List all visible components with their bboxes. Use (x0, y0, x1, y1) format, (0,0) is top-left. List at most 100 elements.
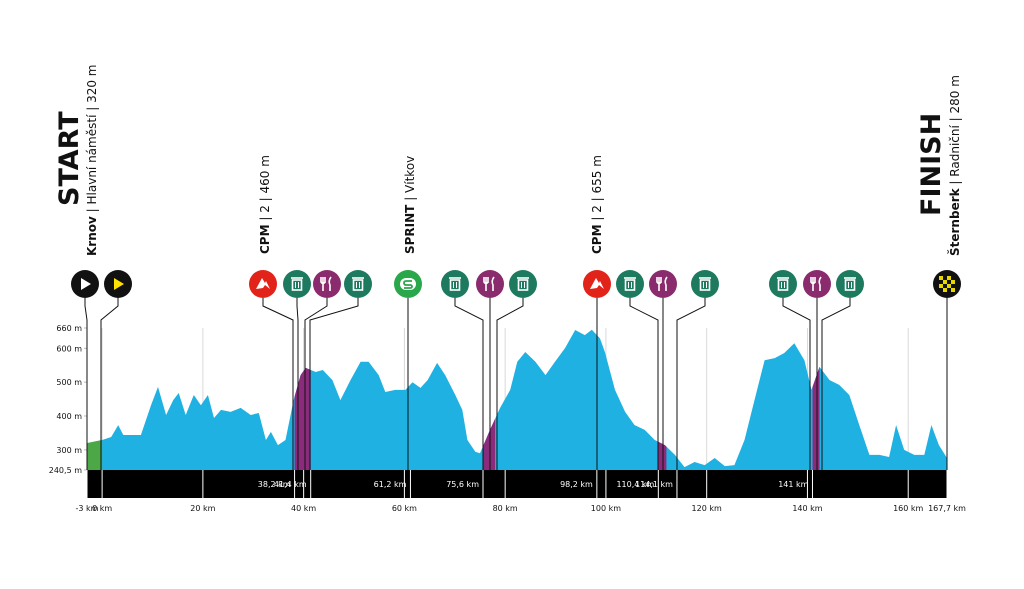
icon-feed (803, 270, 831, 298)
climb-place: CPM (590, 224, 604, 254)
x-tick-label: 80 km (493, 504, 518, 513)
icon-glyph (943, 280, 947, 284)
icon-glyph (590, 278, 604, 289)
icon-circle (283, 270, 311, 298)
icon-glyph (951, 284, 955, 288)
icon-circle (344, 270, 372, 298)
x-tick-label: -3 km (76, 504, 99, 513)
connector (821, 298, 851, 470)
connector (84, 298, 88, 470)
connector (304, 298, 328, 470)
icon-trash (441, 270, 469, 298)
icon-feed (313, 270, 341, 298)
icon-circle (509, 270, 537, 298)
icon-kom (249, 270, 277, 298)
icon-glyph (951, 288, 955, 292)
point-label: 38,2 km (258, 480, 291, 489)
connector (100, 298, 119, 470)
y-tick-label: 660 m (56, 324, 82, 333)
icon-glyph (939, 280, 943, 284)
icon-feed (649, 270, 677, 298)
point-label: 61,2 km (374, 480, 407, 489)
icon-glyph (947, 276, 951, 280)
icon-glyph (943, 288, 947, 292)
icon-glyph (943, 276, 947, 280)
y-tick-label: 600 m (56, 344, 82, 353)
x-tick-label: 40 km (291, 504, 316, 513)
icon-glyph (256, 278, 270, 289)
point-label: 114,1 km (635, 480, 673, 489)
icon-trash (283, 270, 311, 298)
icon-play2 (104, 270, 132, 298)
icon-glyph (483, 276, 495, 291)
icon-glyph (291, 279, 303, 291)
segment (87, 439, 103, 470)
point-label: 110,4 km (616, 480, 654, 489)
icon-kom (583, 270, 611, 298)
x-tick-label: 100 km (591, 504, 621, 513)
icon-glyph (624, 279, 636, 291)
start-title: START (54, 111, 85, 206)
icon-glyph (656, 276, 668, 291)
icon-circle (313, 270, 341, 298)
icon-glyph (939, 276, 943, 280)
climb-detail: | 2 | 460 m (258, 155, 272, 221)
climb-label: CPM | 2 | 460 m (258, 155, 272, 254)
x-tick-label: 20 km (190, 504, 215, 513)
connector (782, 298, 811, 470)
icon-glyph (951, 276, 955, 280)
connector (262, 298, 294, 470)
icon-glyph (947, 284, 951, 288)
x-tick-label: 60 km (392, 504, 417, 513)
y-tick-label: 300 m (56, 446, 82, 455)
icon-circle (649, 270, 677, 298)
x-tick-label: 120 km (692, 504, 722, 513)
connector (496, 298, 524, 470)
segment (294, 367, 311, 470)
icon-circle (476, 270, 504, 298)
icon-glyph (939, 288, 943, 292)
x-tick-label: 140 km (792, 504, 822, 513)
segment (812, 366, 820, 470)
start-detail: | Hlavní náměstí | 320 m (85, 65, 99, 213)
start-place: Krnov (85, 216, 99, 256)
icon-trash (836, 270, 864, 298)
icon-glyph (81, 278, 91, 290)
icon-trash (509, 270, 537, 298)
sprint-place: SPRINT (403, 204, 417, 254)
climb-label: CPM | 2 | 655 m (590, 155, 604, 254)
connector (309, 298, 359, 470)
icon-glyph (943, 284, 947, 288)
x-tick-label: 0 km (92, 504, 112, 513)
icon-circle (836, 270, 864, 298)
icon-glyph (449, 279, 461, 291)
point-label: 141 km (778, 480, 808, 489)
icon-glyph (403, 280, 413, 289)
icon-glyph (699, 279, 711, 291)
icon-circle (441, 270, 469, 298)
icon-circle (616, 270, 644, 298)
climb-place: CPM (258, 224, 272, 254)
icon-trash (344, 270, 372, 298)
distance-bar (87, 470, 947, 498)
connector (676, 298, 706, 470)
icon-finish (933, 270, 961, 298)
icon-trash (616, 270, 644, 298)
icon-glyph (777, 279, 789, 291)
icon-feed (476, 270, 504, 298)
climb-detail: | 2 | 655 m (590, 155, 604, 221)
sprint-detail: | Vítkov (403, 156, 417, 201)
y-tick-label: 500 m (56, 378, 82, 387)
x-tick-label: 167,7 km (928, 504, 966, 513)
connector (454, 298, 484, 470)
icon-circle (691, 270, 719, 298)
finish-detail: | Radniční | 280 m (948, 75, 962, 184)
icon-play (71, 270, 99, 298)
icon-trash (769, 270, 797, 298)
icon-circle (769, 270, 797, 298)
icon-sprint (394, 270, 422, 298)
icon-glyph (951, 280, 955, 284)
icon-glyph (947, 280, 951, 284)
